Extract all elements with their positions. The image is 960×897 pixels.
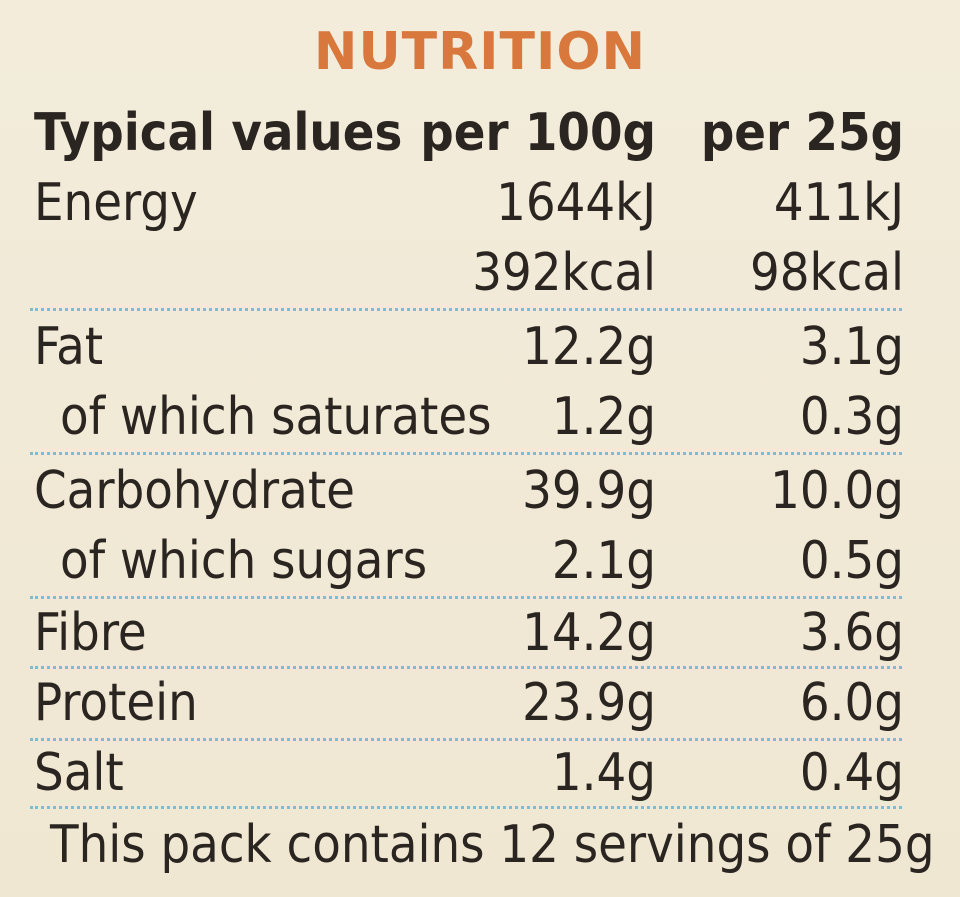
divider bbox=[30, 738, 902, 741]
row-energy-kj: Energy 1644kJ 411kJ bbox=[34, 168, 904, 238]
row-label: of which saturates bbox=[60, 387, 492, 447]
value-per-25g: 3.1g bbox=[799, 317, 904, 377]
value-per-100g: 39.9g bbox=[522, 461, 656, 521]
row-label: Salt bbox=[34, 743, 124, 803]
header-label: Typical values bbox=[34, 103, 403, 163]
nutrition-title: NUTRITION bbox=[313, 22, 647, 82]
value-per-25g: 0.3g bbox=[799, 387, 904, 447]
value-per-25g: 98kcal bbox=[750, 243, 904, 303]
value-per-100g: 2.1g bbox=[551, 531, 656, 591]
value-per-100g: 14.2g bbox=[522, 603, 656, 663]
value-per-100g: 1644kJ bbox=[496, 173, 656, 233]
row-label: Fat bbox=[34, 317, 104, 377]
table-header: Typical values per 100g per 25g bbox=[34, 98, 904, 168]
row-label: Protein bbox=[34, 673, 198, 733]
value-per-100g: 1.2g bbox=[551, 387, 656, 447]
divider bbox=[30, 308, 902, 311]
row-saturates: of which saturates 1.2g 0.3g bbox=[34, 382, 904, 452]
value-per-25g: 3.6g bbox=[799, 603, 904, 663]
value-per-100g: 392kcal bbox=[472, 243, 656, 303]
value-per-25g: 411kJ bbox=[773, 173, 904, 233]
divider bbox=[30, 806, 902, 809]
row-protein: Protein 23.9g 6.0g bbox=[34, 668, 904, 738]
row-carbohydrate: Carbohydrate 39.9g 10.0g bbox=[34, 456, 904, 526]
header-per-25g: per 25g bbox=[700, 103, 904, 163]
value-per-100g: 23.9g bbox=[522, 673, 656, 733]
divider bbox=[30, 666, 902, 669]
value-per-100g: 12.2g bbox=[522, 317, 656, 377]
row-salt: Salt 1.4g 0.4g bbox=[34, 738, 904, 808]
row-label: Energy bbox=[34, 173, 198, 233]
divider bbox=[30, 452, 902, 455]
row-fibre: Fibre 14.2g 3.6g bbox=[34, 598, 904, 668]
row-energy-kcal: 392kcal 98kcal bbox=[34, 238, 904, 308]
row-label: Carbohydrate bbox=[34, 461, 355, 521]
row-fat: Fat 12.2g 3.1g bbox=[34, 312, 904, 382]
header-per-100g: per 100g bbox=[420, 103, 656, 163]
value-per-25g: 0.4g bbox=[799, 743, 904, 803]
value-per-25g: 10.0g bbox=[770, 461, 904, 521]
servings-note: This pack contains 12 servings of 25g bbox=[50, 815, 935, 875]
value-per-25g: 6.0g bbox=[799, 673, 904, 733]
row-label: Fibre bbox=[34, 603, 147, 663]
row-sugars: of which sugars 2.1g 0.5g bbox=[34, 526, 904, 596]
value-per-100g: 1.4g bbox=[551, 743, 656, 803]
row-label: of which sugars bbox=[60, 531, 428, 591]
value-per-25g: 0.5g bbox=[799, 531, 904, 591]
divider bbox=[30, 596, 902, 599]
